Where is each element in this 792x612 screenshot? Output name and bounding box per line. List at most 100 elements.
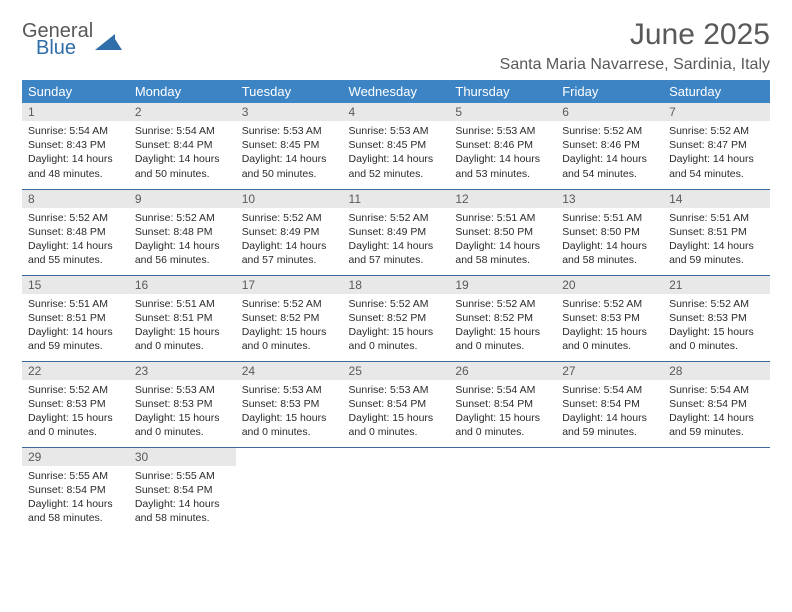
day-number: 21 xyxy=(663,276,770,294)
day-details: Sunrise: 5:51 AMSunset: 8:51 PMDaylight:… xyxy=(22,294,129,358)
day-number: 9 xyxy=(129,190,236,208)
day-number: 27 xyxy=(556,362,663,380)
day-details: Sunrise: 5:53 AMSunset: 8:54 PMDaylight:… xyxy=(343,380,450,444)
day-details: Sunrise: 5:52 AMSunset: 8:48 PMDaylight:… xyxy=(22,208,129,272)
day-number: 20 xyxy=(556,276,663,294)
day-number: 6 xyxy=(556,103,663,121)
day-number: 25 xyxy=(343,362,450,380)
logo-triangle-icon xyxy=(95,30,123,52)
calendar-day-cell: 8Sunrise: 5:52 AMSunset: 8:48 PMDaylight… xyxy=(22,189,129,275)
calendar-day-cell: 29Sunrise: 5:55 AMSunset: 8:54 PMDayligh… xyxy=(22,447,129,533)
day-number: 1 xyxy=(22,103,129,121)
calendar-day-cell: 26Sunrise: 5:54 AMSunset: 8:54 PMDayligh… xyxy=(449,361,556,447)
day-details: Sunrise: 5:51 AMSunset: 8:51 PMDaylight:… xyxy=(663,208,770,272)
page-title: June 2025 xyxy=(500,18,770,52)
day-number: 16 xyxy=(129,276,236,294)
header: General Blue June 2025 Santa Maria Navar… xyxy=(22,18,770,74)
day-details: Sunrise: 5:51 AMSunset: 8:50 PMDaylight:… xyxy=(556,208,663,272)
day-number: 26 xyxy=(449,362,556,380)
calendar-table: Sunday Monday Tuesday Wednesday Thursday… xyxy=(22,80,770,533)
weekday-header-row: Sunday Monday Tuesday Wednesday Thursday… xyxy=(22,80,770,103)
day-number: 18 xyxy=(343,276,450,294)
calendar-day-cell: 3Sunrise: 5:53 AMSunset: 8:45 PMDaylight… xyxy=(236,103,343,189)
day-details: Sunrise: 5:52 AMSunset: 8:53 PMDaylight:… xyxy=(22,380,129,444)
calendar-day-cell: 12Sunrise: 5:51 AMSunset: 8:50 PMDayligh… xyxy=(449,189,556,275)
calendar-day-cell: 24Sunrise: 5:53 AMSunset: 8:53 PMDayligh… xyxy=(236,361,343,447)
day-number: 29 xyxy=(22,448,129,466)
calendar-day-cell: 16Sunrise: 5:51 AMSunset: 8:51 PMDayligh… xyxy=(129,275,236,361)
day-details: Sunrise: 5:53 AMSunset: 8:53 PMDaylight:… xyxy=(129,380,236,444)
calendar-week-row: 8Sunrise: 5:52 AMSunset: 8:48 PMDaylight… xyxy=(22,189,770,275)
calendar-day-cell: 20Sunrise: 5:52 AMSunset: 8:53 PMDayligh… xyxy=(556,275,663,361)
day-number: 17 xyxy=(236,276,343,294)
day-details: Sunrise: 5:53 AMSunset: 8:45 PMDaylight:… xyxy=(236,121,343,185)
day-details: Sunrise: 5:54 AMSunset: 8:54 PMDaylight:… xyxy=(449,380,556,444)
day-details: Sunrise: 5:52 AMSunset: 8:52 PMDaylight:… xyxy=(236,294,343,358)
calendar-day-cell xyxy=(663,447,770,533)
day-details: Sunrise: 5:53 AMSunset: 8:45 PMDaylight:… xyxy=(343,121,450,185)
calendar-page: General Blue June 2025 Santa Maria Navar… xyxy=(0,0,792,551)
calendar-day-cell xyxy=(556,447,663,533)
weekday-header: Wednesday xyxy=(343,80,450,103)
calendar-day-cell: 21Sunrise: 5:52 AMSunset: 8:53 PMDayligh… xyxy=(663,275,770,361)
weekday-header: Friday xyxy=(556,80,663,103)
day-details: Sunrise: 5:52 AMSunset: 8:52 PMDaylight:… xyxy=(343,294,450,358)
weekday-header: Monday xyxy=(129,80,236,103)
day-details: Sunrise: 5:52 AMSunset: 8:53 PMDaylight:… xyxy=(663,294,770,358)
calendar-day-cell: 28Sunrise: 5:54 AMSunset: 8:54 PMDayligh… xyxy=(663,361,770,447)
day-number: 23 xyxy=(129,362,236,380)
calendar-week-row: 22Sunrise: 5:52 AMSunset: 8:53 PMDayligh… xyxy=(22,361,770,447)
calendar-day-cell: 15Sunrise: 5:51 AMSunset: 8:51 PMDayligh… xyxy=(22,275,129,361)
day-details: Sunrise: 5:55 AMSunset: 8:54 PMDaylight:… xyxy=(129,466,236,530)
calendar-day-cell: 30Sunrise: 5:55 AMSunset: 8:54 PMDayligh… xyxy=(129,447,236,533)
day-details: Sunrise: 5:52 AMSunset: 8:46 PMDaylight:… xyxy=(556,121,663,185)
day-number: 3 xyxy=(236,103,343,121)
day-details: Sunrise: 5:52 AMSunset: 8:49 PMDaylight:… xyxy=(343,208,450,272)
day-details: Sunrise: 5:51 AMSunset: 8:51 PMDaylight:… xyxy=(129,294,236,358)
day-details: Sunrise: 5:55 AMSunset: 8:54 PMDaylight:… xyxy=(22,466,129,530)
calendar-week-row: 15Sunrise: 5:51 AMSunset: 8:51 PMDayligh… xyxy=(22,275,770,361)
calendar-day-cell: 4Sunrise: 5:53 AMSunset: 8:45 PMDaylight… xyxy=(343,103,450,189)
calendar-day-cell xyxy=(449,447,556,533)
calendar-day-cell: 27Sunrise: 5:54 AMSunset: 8:54 PMDayligh… xyxy=(556,361,663,447)
day-details: Sunrise: 5:52 AMSunset: 8:47 PMDaylight:… xyxy=(663,121,770,185)
calendar-week-row: 1Sunrise: 5:54 AMSunset: 8:43 PMDaylight… xyxy=(22,103,770,189)
calendar-day-cell: 23Sunrise: 5:53 AMSunset: 8:53 PMDayligh… xyxy=(129,361,236,447)
calendar-day-cell: 19Sunrise: 5:52 AMSunset: 8:52 PMDayligh… xyxy=(449,275,556,361)
day-number: 4 xyxy=(343,103,450,121)
day-number: 13 xyxy=(556,190,663,208)
day-number: 2 xyxy=(129,103,236,121)
calendar-day-cell: 9Sunrise: 5:52 AMSunset: 8:48 PMDaylight… xyxy=(129,189,236,275)
day-number: 24 xyxy=(236,362,343,380)
day-details: Sunrise: 5:51 AMSunset: 8:50 PMDaylight:… xyxy=(449,208,556,272)
day-number: 30 xyxy=(129,448,236,466)
day-details: Sunrise: 5:53 AMSunset: 8:46 PMDaylight:… xyxy=(449,121,556,185)
calendar-day-cell: 6Sunrise: 5:52 AMSunset: 8:46 PMDaylight… xyxy=(556,103,663,189)
day-number: 8 xyxy=(22,190,129,208)
logo-text: General Blue xyxy=(22,22,93,58)
logo: General Blue xyxy=(22,22,123,58)
calendar-day-cell: 2Sunrise: 5:54 AMSunset: 8:44 PMDaylight… xyxy=(129,103,236,189)
day-number: 22 xyxy=(22,362,129,380)
calendar-day-cell: 5Sunrise: 5:53 AMSunset: 8:46 PMDaylight… xyxy=(449,103,556,189)
day-number: 10 xyxy=(236,190,343,208)
day-number: 12 xyxy=(449,190,556,208)
day-details: Sunrise: 5:54 AMSunset: 8:44 PMDaylight:… xyxy=(129,121,236,185)
day-number: 15 xyxy=(22,276,129,294)
day-number: 11 xyxy=(343,190,450,208)
calendar-week-row: 29Sunrise: 5:55 AMSunset: 8:54 PMDayligh… xyxy=(22,447,770,533)
day-details: Sunrise: 5:52 AMSunset: 8:49 PMDaylight:… xyxy=(236,208,343,272)
day-number: 14 xyxy=(663,190,770,208)
day-number: 28 xyxy=(663,362,770,380)
calendar-day-cell: 10Sunrise: 5:52 AMSunset: 8:49 PMDayligh… xyxy=(236,189,343,275)
calendar-day-cell: 17Sunrise: 5:52 AMSunset: 8:52 PMDayligh… xyxy=(236,275,343,361)
calendar-day-cell: 22Sunrise: 5:52 AMSunset: 8:53 PMDayligh… xyxy=(22,361,129,447)
day-details: Sunrise: 5:53 AMSunset: 8:53 PMDaylight:… xyxy=(236,380,343,444)
title-block: June 2025 Santa Maria Navarrese, Sardini… xyxy=(500,18,770,74)
calendar-day-cell: 25Sunrise: 5:53 AMSunset: 8:54 PMDayligh… xyxy=(343,361,450,447)
calendar-day-cell xyxy=(343,447,450,533)
day-details: Sunrise: 5:54 AMSunset: 8:54 PMDaylight:… xyxy=(663,380,770,444)
weekday-header: Sunday xyxy=(22,80,129,103)
day-details: Sunrise: 5:52 AMSunset: 8:52 PMDaylight:… xyxy=(449,294,556,358)
weekday-header: Tuesday xyxy=(236,80,343,103)
